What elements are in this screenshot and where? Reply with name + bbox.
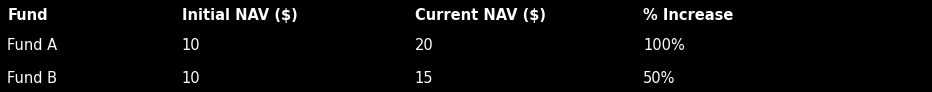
Text: 20: 20 [415, 38, 433, 54]
Text: 10: 10 [182, 38, 200, 54]
Text: Fund A: Fund A [7, 38, 58, 54]
Text: 50%: 50% [643, 71, 676, 86]
Text: Fund B: Fund B [7, 71, 58, 86]
Text: Initial NAV ($): Initial NAV ($) [182, 8, 297, 23]
Text: 100%: 100% [643, 38, 685, 54]
Text: % Increase: % Increase [643, 8, 733, 23]
Text: 15: 15 [415, 71, 433, 86]
Text: Fund: Fund [7, 8, 48, 23]
Text: 10: 10 [182, 71, 200, 86]
Text: Current NAV ($): Current NAV ($) [415, 8, 546, 23]
